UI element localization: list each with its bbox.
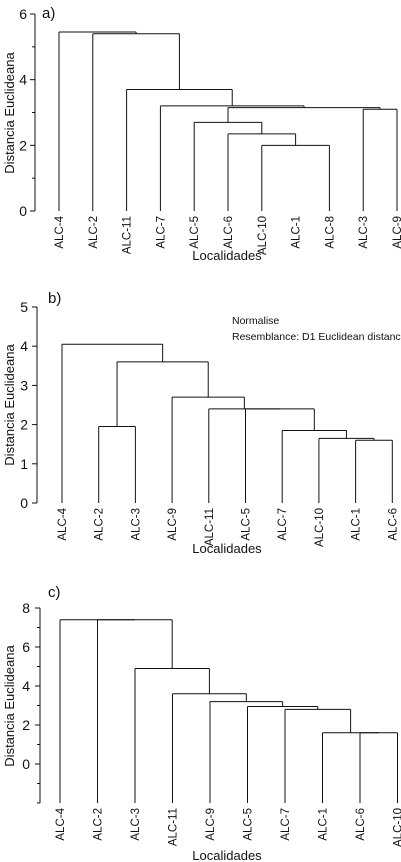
dendrogram-panel-3: 0 2 4 6 8 c) Distancia Euclideana Localidades AL… — [2, 584, 401, 862]
leaf-label: ALC-5 — [189, 216, 201, 249]
y-tick-label: 0 — [20, 495, 28, 511]
leaf-label: ALC-4 — [54, 215, 66, 248]
leaf-label: ALC-9 — [167, 508, 179, 541]
leaf-label: ALC-3 — [130, 808, 142, 841]
y-tick-label: 6 — [22, 639, 30, 655]
y-axis-label: Distancia Euclideana — [2, 645, 17, 767]
leaf-label: ALC-5 — [241, 508, 253, 541]
leaf-label: ALC-4 — [57, 507, 69, 540]
chart-note: Normalise — [232, 315, 279, 327]
leaf-label: ALC-2 — [88, 216, 100, 249]
leaf-label: ALC-10 — [257, 216, 269, 255]
y-axis-label: Distancia Euclideana — [2, 52, 17, 174]
leaf-label: ALC-2 — [93, 808, 105, 841]
y-tick-label: 4 — [20, 338, 28, 354]
x-axis-label: Localidades — [192, 541, 262, 556]
leaf-label: ALC-6 — [387, 508, 399, 541]
leaf-label: ALC-1 — [351, 508, 363, 541]
x-axis-label: Localidades — [192, 848, 262, 862]
y-tick-label: 8 — [22, 600, 30, 616]
y-tick-label: 0 — [19, 203, 27, 219]
leaf-label: ALC-7 — [280, 808, 292, 841]
y-tick-label: 3 — [20, 377, 28, 393]
leaf-label: ALC-6 — [223, 216, 235, 249]
dendrogram-panel-2: 0 1 2 3 4 5 b) Distancia Euclideana Localidades N… — [2, 290, 401, 556]
leaf-label: ALC-11 — [122, 216, 134, 254]
leaf-label: ALC-9 — [205, 808, 217, 841]
y-tick-label: 1 — [20, 456, 28, 472]
panel-label: c) — [48, 584, 61, 601]
panel-label: b) — [48, 290, 61, 307]
leaf-label: ALC-1 — [291, 216, 303, 249]
y-tick-label: 2 — [19, 137, 27, 153]
chart-note: Resemblance: D1 Euclidean distance — [232, 331, 401, 343]
y-tick-label: 5 — [20, 299, 28, 315]
leaf-label: ALC-9 — [392, 216, 401, 249]
y-tick-label: 0 — [22, 756, 30, 772]
leaf-label: ALC-11 — [168, 808, 180, 846]
y-tick-label: 2 — [20, 417, 28, 433]
y-tick-label: 6 — [19, 6, 27, 22]
leaf-label: ALC-6 — [355, 808, 367, 841]
y-axis-label: Distancia Euclideana — [2, 344, 17, 466]
leaf-label: ALC-4 — [55, 807, 67, 840]
leaf-label: ALC-11 — [204, 508, 216, 546]
y-tick-label: 4 — [19, 72, 27, 88]
x-axis-label: Localidades — [192, 248, 262, 263]
panel-label: a) — [42, 5, 55, 22]
leaf-label: ALC-7 — [277, 508, 289, 541]
leaf-label: ALC-5 — [243, 808, 255, 841]
leaf-label: ALC-8 — [324, 216, 336, 249]
leaf-label: ALC-3 — [130, 508, 142, 541]
y-tick-label: 2 — [22, 717, 30, 733]
leaf-label: ALC-10 — [393, 808, 401, 847]
leaf-label: ALC-3 — [358, 216, 370, 249]
leaf-label: ALC-1 — [318, 808, 330, 841]
leaf-label: ALC-7 — [155, 216, 167, 249]
y-tick-label: 4 — [22, 678, 30, 694]
leaf-label: ALC-2 — [94, 508, 106, 541]
leaf-label: ALC-10 — [314, 508, 326, 547]
